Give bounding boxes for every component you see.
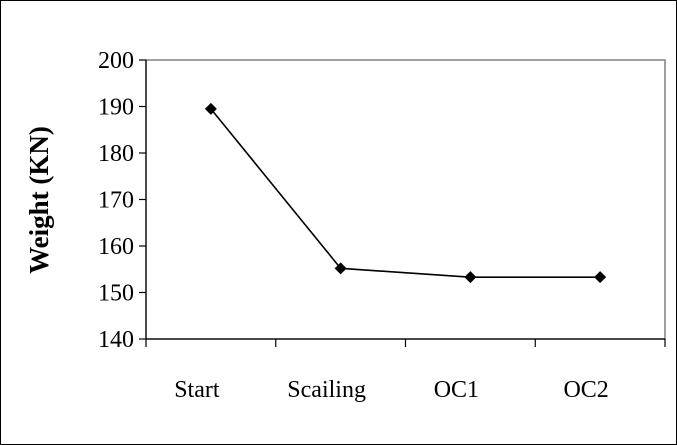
series-line <box>210 108 601 278</box>
y-axis-title: Weight (KN) <box>24 126 54 274</box>
data-point-marker <box>204 102 217 115</box>
x-ticks: Start Scailing OC1 OC2 <box>145 339 666 403</box>
plot-area <box>145 59 666 340</box>
x-category-label: Scailing <box>287 377 366 403</box>
y-tick-label: 190 <box>98 95 134 121</box>
data-point-marker <box>594 271 607 284</box>
data-point-marker <box>464 271 477 284</box>
x-category-label: OC1 <box>434 377 479 403</box>
x-category-label: Start <box>174 377 220 403</box>
y-tick-label: 140 <box>98 327 134 353</box>
series-group <box>204 102 607 284</box>
y-ticks: 140 150 160 170 180 190 200 <box>98 48 146 353</box>
y-tick-label: 170 <box>98 188 134 214</box>
y-tick-label: 180 <box>98 141 134 167</box>
y-tick-label: 160 <box>98 234 134 260</box>
y-tick-label: 150 <box>98 281 134 307</box>
x-category-label: OC2 <box>563 377 608 403</box>
y-tick-label: 200 <box>98 48 134 74</box>
data-point-marker <box>334 262 347 275</box>
